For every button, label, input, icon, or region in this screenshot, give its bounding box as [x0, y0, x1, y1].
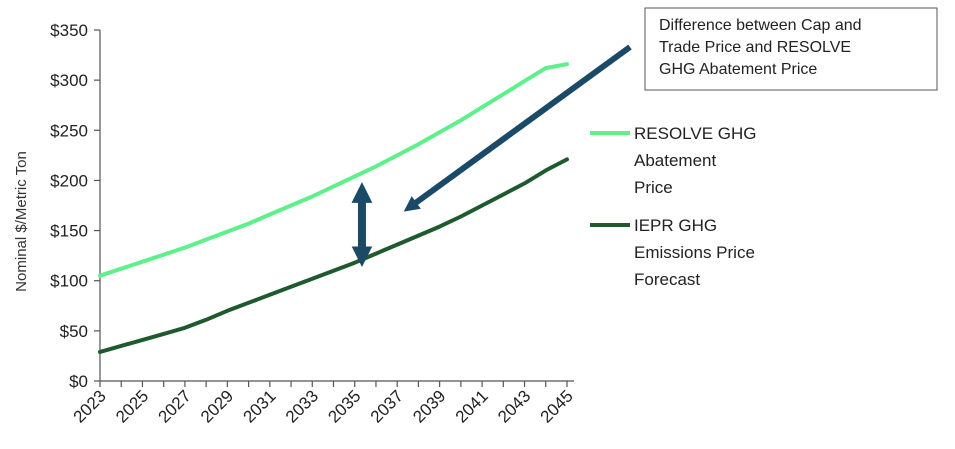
y-tick-label: $350 [50, 21, 88, 40]
legend: RESOLVE GHG Abatement Price IEPR GHG Emissio… [590, 124, 757, 289]
x-tick-label: 2045 [537, 386, 577, 426]
x-tick-label: 2033 [282, 386, 322, 426]
series-line-2 [98, 157, 569, 354]
y-axis-title: Nominal $/Metric Ton [13, 151, 30, 292]
x-tick-label: 2041 [452, 386, 492, 426]
x-tick-label: 2023 [70, 386, 110, 426]
y-tick-label: $250 [50, 121, 88, 140]
x-tick-label: 2025 [112, 386, 152, 426]
x-tick-label: 2029 [197, 386, 237, 426]
y-tick-label: $50 [60, 322, 88, 341]
x-tick-label: 2043 [494, 386, 534, 426]
x-tick-label: 2039 [409, 386, 449, 426]
x-tick-label: 2031 [239, 386, 279, 426]
y-tick-label: $150 [50, 222, 88, 241]
y-tick-label: $0 [69, 372, 88, 391]
legend-label-1: Abatement [634, 151, 716, 170]
callout-text: Difference between Cap and [659, 17, 862, 34]
callout-arrow [403, 44, 632, 212]
callout-text: Trade Price and RESOLVE [659, 39, 851, 56]
legend-label-2: IEPR GHG [634, 216, 717, 235]
y-tick-label: $100 [50, 272, 88, 291]
x-tick-label: 2035 [324, 386, 364, 426]
callout-text: GHG Abatement Price [659, 61, 817, 78]
series-line-1 [98, 62, 569, 278]
x-tick-label: 2037 [367, 386, 407, 426]
legend-label-1: RESOLVE GHG [634, 124, 757, 143]
annotations: Difference between Cap and Trade Price an… [351, 7, 938, 268]
x-tick-label: 2027 [155, 386, 195, 426]
legend-label-2: Forecast [634, 270, 700, 289]
y-tick-label: $300 [50, 71, 88, 90]
callout-box [644, 7, 938, 91]
y-tick-label: $200 [50, 171, 88, 190]
legend-label-1: Price [634, 178, 673, 197]
legend-label-2: Emissions Price [634, 243, 755, 262]
series-lines [98, 62, 569, 354]
